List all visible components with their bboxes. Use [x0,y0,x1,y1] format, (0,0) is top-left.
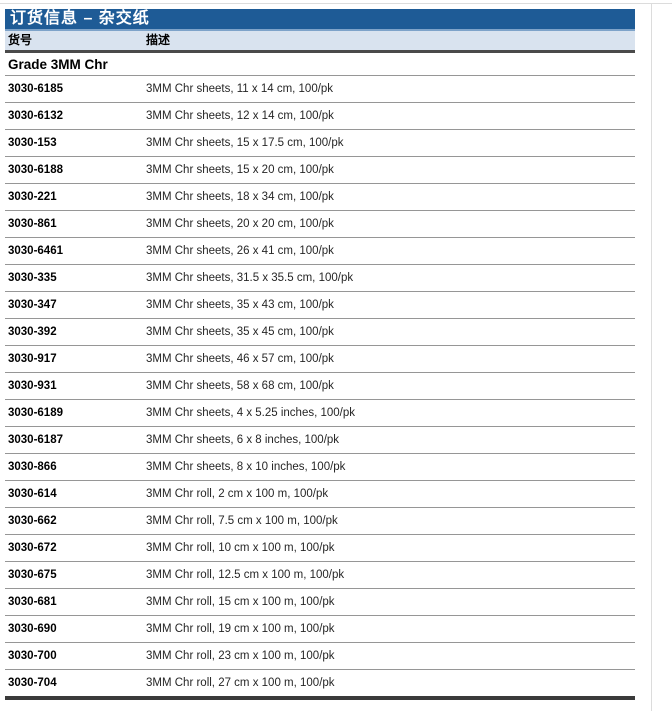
catalog-number-cell: 3030-6185 [8,83,63,95]
catalog-number-cell: 3030-6187 [8,434,63,446]
catalog-number-cell: 3030-917 [8,353,57,365]
catalog-number-cell: 3030-700 [8,650,57,662]
description-cell: 3MM Chr sheets, 6 x 8 inches, 100/pk [146,434,340,446]
description-cell: 3MM Chr sheets, 12 x 14 cm, 100/pk [146,110,334,122]
table-row: 3030-6132 3MM Chr sheets, 12 x 14 cm, 10… [5,103,635,130]
table-row: 3030-614 3MM Chr roll, 2 cm x 100 m, 100… [5,481,635,508]
table-row: 3030-392 3MM Chr sheets, 35 x 45 cm, 100… [5,319,635,346]
table-row: 3030-690 3MM Chr roll, 19 cm x 100 m, 10… [5,616,635,643]
table-row: 3030-672 3MM Chr roll, 10 cm x 100 m, 10… [5,535,635,562]
table-body: 3030-6185 3MM Chr sheets, 11 x 14 cm, 10… [5,76,635,700]
table-row: 3030-861 3MM Chr sheets, 20 x 20 cm, 100… [5,211,635,238]
catalog-number-cell: 3030-153 [8,137,57,149]
description-cell: 3MM Chr sheets, 26 x 41 cm, 100/pk [146,245,334,257]
description-cell: 3MM Chr sheets, 18 x 34 cm, 100/pk [146,191,334,203]
table-row: 3030-6188 3MM Chr sheets, 15 x 20 cm, 10… [5,157,635,184]
table-row: 3030-6189 3MM Chr sheets, 4 x 5.25 inche… [5,400,635,427]
ordering-info-table: 订货信息 – 杂交纸 货号 描述 Grade 3MM Chr 3030-6185… [5,9,635,700]
description-cell: 3MM Chr roll, 27 cm x 100 m, 100/pk [146,677,335,689]
table-row: 3030-681 3MM Chr roll, 15 cm x 100 m, 10… [5,589,635,616]
column-header-catalog: 货号 [8,33,33,47]
table-row: 3030-6187 3MM Chr sheets, 6 x 8 inches, … [5,427,635,454]
description-cell: 3MM Chr sheets, 15 x 17.5 cm, 100/pk [146,137,344,149]
table-row: 3030-6185 3MM Chr sheets, 11 x 14 cm, 10… [5,76,635,103]
description-cell: 3MM Chr sheets, 46 x 57 cm, 100/pk [146,353,334,365]
section-header-row: Grade 3MM Chr [5,53,635,76]
catalog-number-cell: 3030-662 [8,515,57,527]
description-cell: 3MM Chr roll, 19 cm x 100 m, 100/pk [146,623,335,635]
catalog-number-cell: 3030-221 [8,191,57,203]
table-row: 3030-6461 3MM Chr sheets, 26 x 41 cm, 10… [5,238,635,265]
description-cell: 3MM Chr sheets, 20 x 20 cm, 100/pk [146,218,334,230]
table-row: 3030-153 3MM Chr sheets, 15 x 17.5 cm, 1… [5,130,635,157]
description-cell: 3MM Chr sheets, 15 x 20 cm, 100/pk [146,164,334,176]
table-row: 3030-221 3MM Chr sheets, 18 x 34 cm, 100… [5,184,635,211]
section-title: Grade 3MM Chr [8,57,108,72]
catalog-number-cell: 3030-392 [8,326,57,338]
catalog-number-cell: 3030-675 [8,569,57,581]
description-cell: 3MM Chr sheets, 35 x 45 cm, 100/pk [146,326,334,338]
table-row: 3030-931 3MM Chr sheets, 58 x 68 cm, 100… [5,373,635,400]
catalog-number-cell: 3030-6132 [8,110,63,122]
page-scan-edge-right [651,3,652,711]
table-title-banner: 订货信息 – 杂交纸 [5,9,635,31]
table-row: 3030-335 3MM Chr sheets, 31.5 x 35.5 cm,… [5,265,635,292]
description-cell: 3MM Chr roll, 2 cm x 100 m, 100/pk [146,488,329,500]
catalog-number-cell: 3030-866 [8,461,57,473]
description-cell: 3MM Chr sheets, 58 x 68 cm, 100/pk [146,380,334,392]
catalog-number-cell: 3030-681 [8,596,57,608]
description-cell: 3MM Chr sheets, 35 x 43 cm, 100/pk [146,299,334,311]
catalog-number-cell: 3030-6461 [8,245,63,257]
description-cell: 3MM Chr sheets, 4 x 5.25 inches, 100/pk [146,407,356,419]
column-header-description: 描述 [146,33,171,47]
description-cell: 3MM Chr roll, 12.5 cm x 100 m, 100/pk [146,569,345,581]
catalog-number-cell: 3030-6189 [8,407,63,419]
catalog-number-cell: 3030-690 [8,623,57,635]
table-row: 3030-704 3MM Chr roll, 27 cm x 100 m, 10… [5,670,635,700]
catalog-number-cell: 3030-672 [8,542,57,554]
catalog-number-cell: 3030-931 [8,380,57,392]
description-cell: 3MM Chr sheets, 31.5 x 35.5 cm, 100/pk [146,272,354,284]
catalog-number-cell: 3030-861 [8,218,57,230]
column-header-row: 货号 描述 [5,31,635,53]
table-row: 3030-917 3MM Chr sheets, 46 x 57 cm, 100… [5,346,635,373]
catalog-number-cell: 3030-704 [8,677,57,689]
table-row: 3030-866 3MM Chr sheets, 8 x 10 inches, … [5,454,635,481]
table-row: 3030-700 3MM Chr roll, 23 cm x 100 m, 10… [5,643,635,670]
description-cell: 3MM Chr roll, 7.5 cm x 100 m, 100/pk [146,515,338,527]
description-cell: 3MM Chr roll, 15 cm x 100 m, 100/pk [146,596,335,608]
description-cell: 3MM Chr roll, 10 cm x 100 m, 100/pk [146,542,335,554]
catalog-number-cell: 3030-347 [8,299,57,311]
catalog-number-cell: 3030-614 [8,488,57,500]
description-cell: 3MM Chr sheets, 8 x 10 inches, 100/pk [146,461,346,473]
table-row: 3030-662 3MM Chr roll, 7.5 cm x 100 m, 1… [5,508,635,535]
page-scan-edge-top [0,3,672,4]
description-cell: 3MM Chr roll, 23 cm x 100 m, 100/pk [146,650,335,662]
catalog-number-cell: 3030-6188 [8,164,63,176]
description-cell: 3MM Chr sheets, 11 x 14 cm, 100/pk [146,83,334,95]
table-row: 3030-347 3MM Chr sheets, 35 x 43 cm, 100… [5,292,635,319]
table-row: 3030-675 3MM Chr roll, 12.5 cm x 100 m, … [5,562,635,589]
catalog-number-cell: 3030-335 [8,272,57,284]
table-title: 订货信息 – 杂交纸 [10,10,150,27]
